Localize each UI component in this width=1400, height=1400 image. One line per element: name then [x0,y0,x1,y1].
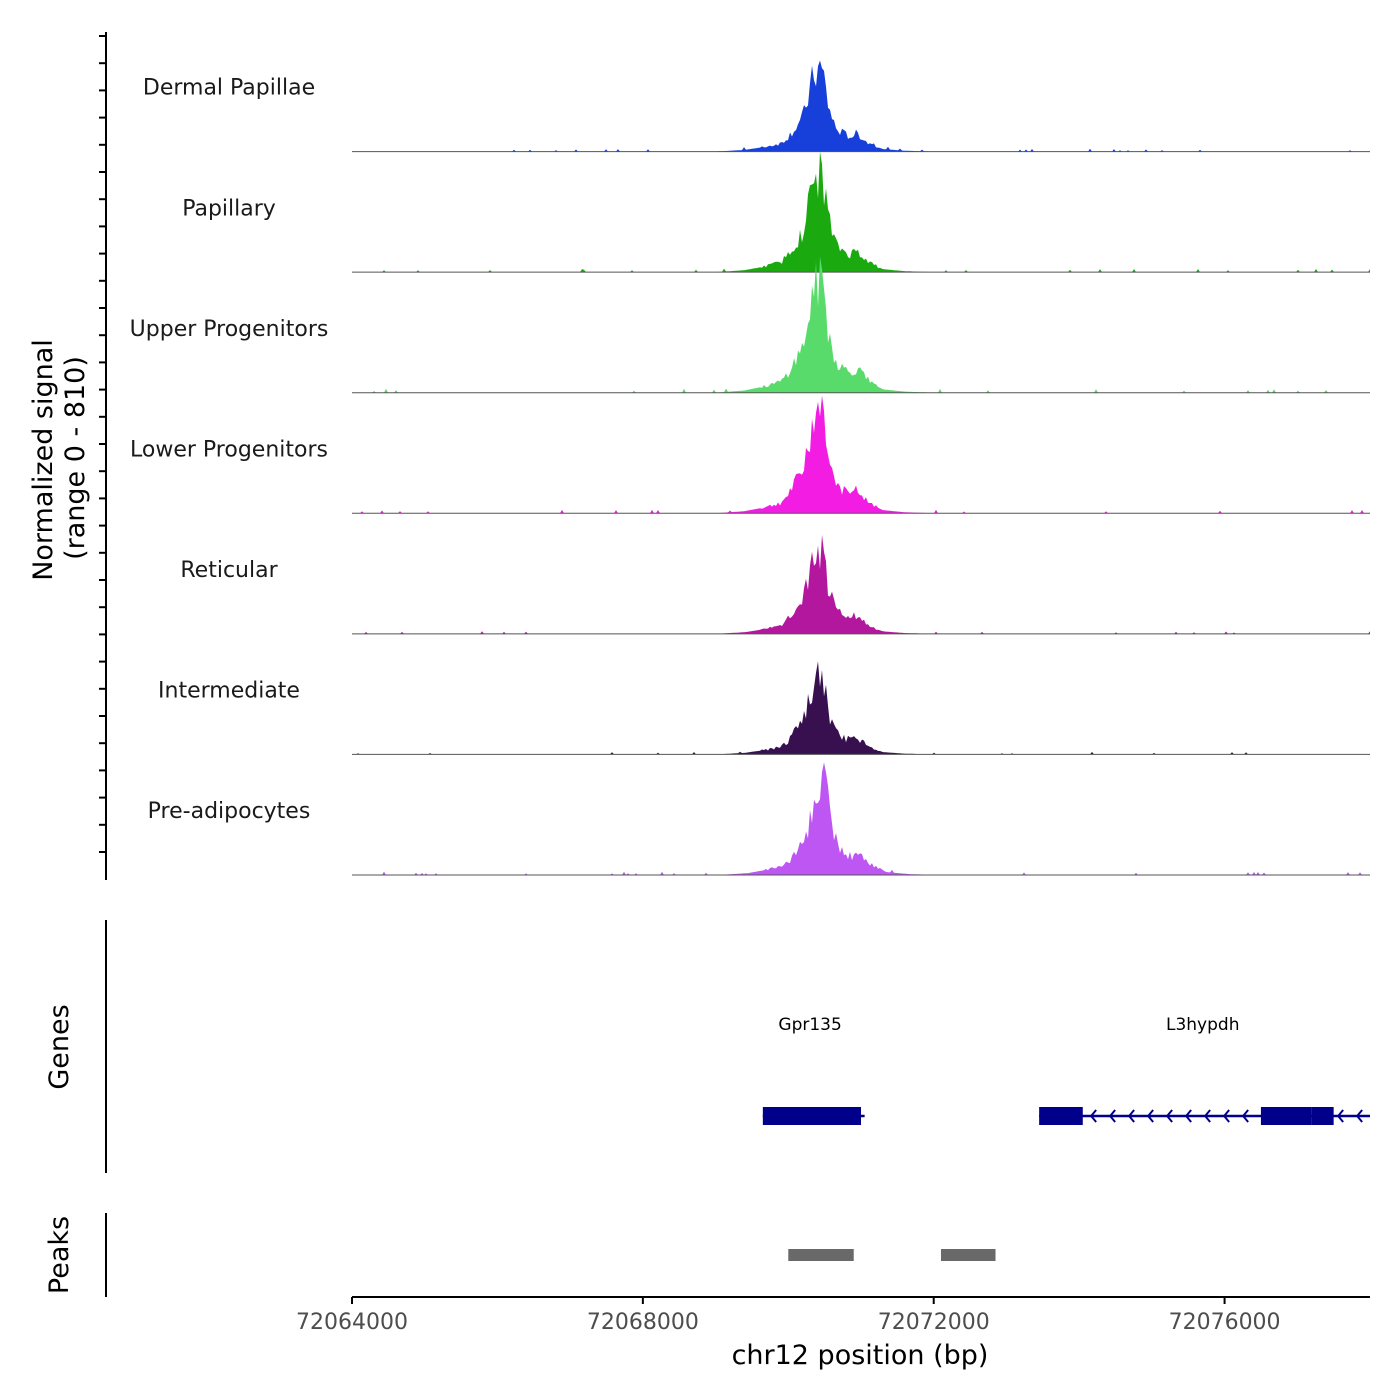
track-label: Upper Progenitors [130,317,329,342]
track-label: Reticular [180,558,278,583]
gene-exon [762,1107,861,1125]
track-label: Dermal Papillae [143,76,315,101]
strand-arrow [1089,1109,1097,1123]
track-upper-progenitors: Upper Progenitors [130,256,1370,394]
strand-arrow [1127,1109,1135,1123]
x-axis-title: chr12 position (bp) [732,1340,989,1371]
strand-arrow [1241,1109,1249,1123]
signal-area [352,534,1370,634]
track-lower-progenitors: Lower Progenitors [130,395,1370,514]
track-intermediate: Intermediate [158,661,1370,755]
track-label: Pre-adipocytes [148,799,311,824]
peak-region [788,1249,854,1261]
x-tick-label: 72064000 [296,1310,408,1335]
strand-arrow [1184,1109,1192,1123]
signal-y-ticks [99,35,106,853]
y-axis-title: Normalized signal [28,339,59,581]
strand-arrow [1146,1109,1154,1123]
track-label: Lower Progenitors [130,437,328,462]
gene-label: L3hypdh [1166,1015,1239,1035]
strand-arrow [1165,1109,1173,1123]
peak-region [940,1249,996,1261]
strand-arrow [1355,1109,1363,1123]
track-label: Papillary [182,196,276,221]
signal-area [352,762,1370,875]
x-tick-label: 72076000 [1169,1310,1281,1335]
gene-exon [1039,1107,1083,1125]
gene-track: Gpr135 L3hypdh [762,1015,1370,1125]
gene-exon [1311,1107,1334,1125]
peaks-panel-title: Peaks [44,1216,75,1294]
signal-area [352,661,1370,755]
signal-area [352,395,1370,514]
x-axis-ticks: 72064000 72068000 72072000 72076000 [296,1297,1281,1335]
track-dermal-papillae: Dermal Papillae [143,60,1370,153]
gene-gpr135: Gpr135 [762,1015,865,1125]
track-pre-adipocytes: Pre-adipocytes [148,762,1370,876]
x-tick-label: 72072000 [878,1310,990,1335]
signal-area [352,60,1370,152]
signal-area [352,256,1370,393]
gene-label: Gpr135 [778,1015,841,1035]
track-papillary: Papillary [182,151,1370,273]
gene-exon [1260,1107,1312,1125]
track-reticular: Reticular [180,534,1370,635]
strand-arrow [1222,1109,1230,1123]
strand-arrow [1336,1109,1344,1123]
y-axis-range: (range 0 - 810) [60,356,91,560]
x-tick-label: 72068000 [587,1310,699,1335]
track-label: Intermediate [158,679,300,704]
signal-tracks: Dermal Papillae Papillary Upper Progenitor… [130,60,1370,876]
gene-l3hypdh: L3hypdh [1039,1015,1370,1125]
signal-area [352,151,1370,273]
strand-arrow [1108,1109,1116,1123]
strand-arrow [1203,1109,1211,1123]
genes-panel-title: Genes [44,1004,75,1089]
peak-track [788,1249,996,1261]
